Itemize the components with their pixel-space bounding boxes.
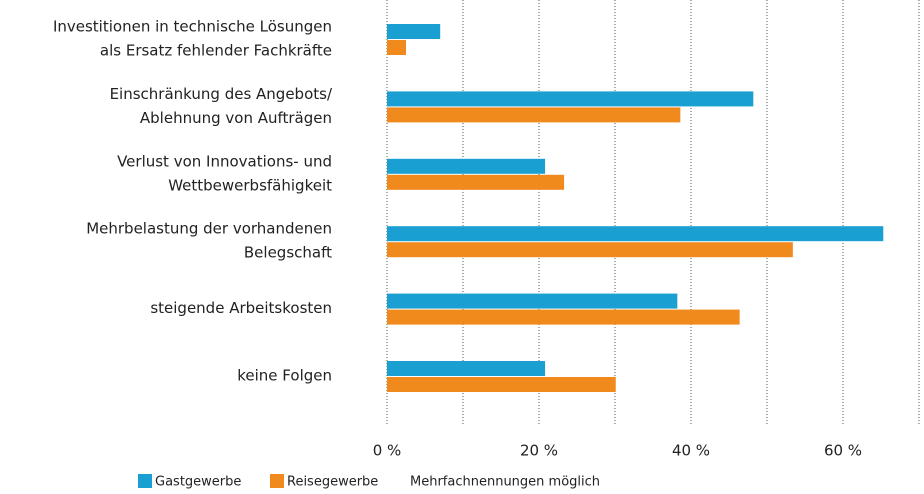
bar <box>387 91 754 107</box>
legend-label: Gastgewerbe <box>155 475 241 490</box>
x-tick-label: 60 % <box>824 442 862 460</box>
bar <box>387 107 681 123</box>
category-label: Mehrbelastung der vorhandenen <box>86 220 332 238</box>
category-label: Verlust von Innovations- und <box>117 152 332 170</box>
x-tick-label: 40 % <box>672 442 710 460</box>
bar <box>387 174 565 190</box>
category-label: Investitionen in technische Lösungen <box>53 18 332 36</box>
x-tick-label: 20 % <box>520 442 558 460</box>
bar <box>387 309 740 325</box>
category-label: Ablehnung von Aufträgen <box>140 109 332 127</box>
bar <box>387 242 793 258</box>
bar <box>387 226 884 242</box>
bar <box>387 293 678 309</box>
category-label: als Ersatz fehlender Fachkräfte <box>100 42 332 60</box>
category-label: Belegschaft <box>244 244 332 262</box>
legend-swatch <box>138 474 152 488</box>
bar <box>387 361 546 376</box>
category-label: steigende Arbeitskosten <box>150 299 332 317</box>
legend-label: Reisegewerbe <box>287 475 378 490</box>
category-label: Einschränkung des Angebots/ <box>110 85 333 103</box>
bar <box>387 24 441 39</box>
category-label: Wettbewerbsfähigkeit <box>168 176 332 194</box>
note: Mehrfachnennungen möglich <box>410 475 600 490</box>
x-tick-label: 0 % <box>373 442 402 460</box>
bar <box>387 158 546 174</box>
bar <box>387 40 406 55</box>
legend-swatch <box>270 474 284 488</box>
bar <box>387 377 616 392</box>
category-label: keine Folgen <box>237 367 332 385</box>
